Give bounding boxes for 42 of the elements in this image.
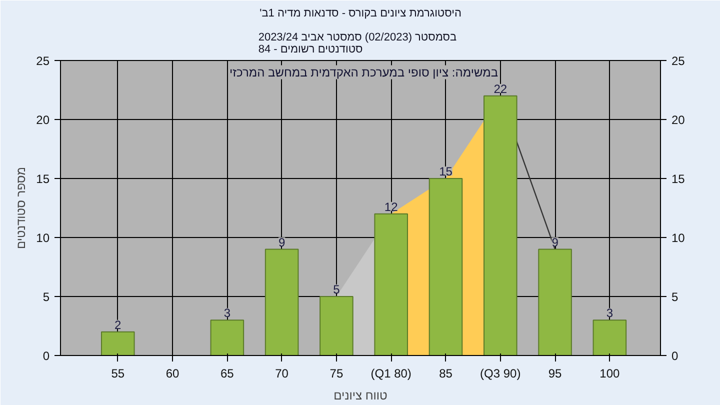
bar	[428, 178, 463, 356]
x-tick-label: (Q3 90)	[480, 366, 521, 380]
bar	[100, 331, 135, 356]
y-tick-label: 10	[36, 231, 50, 245]
annotation: במשימה: ציון סופי במערכת האקדמית במחשב המרכזי	[230, 65, 498, 80]
x-tick-label: 85	[439, 366, 453, 380]
x-tick-label: 95	[548, 366, 562, 380]
y2-tick-label: 5	[672, 290, 678, 304]
y-tick-label: 25	[36, 54, 50, 68]
data-label: 9	[278, 235, 286, 250]
data-label: 12	[384, 200, 398, 214]
y-tick-label: 15	[36, 172, 50, 186]
data-label: 3	[606, 306, 614, 320]
x-tick-label: (Q1 80)	[370, 366, 412, 380]
data-label: 5	[333, 282, 340, 296]
data-label: 3	[224, 306, 231, 320]
data-label: 2	[114, 318, 122, 332]
data-label: 9	[552, 235, 559, 250]
chart-title: 'היסטוגרמת ציונים בקורס - סדנאות מדיה 1ב	[260, 8, 462, 20]
x-tick-label: 70	[275, 366, 289, 380]
data-label: 15	[439, 164, 453, 178]
y2-tick-label: 15	[672, 172, 686, 186]
bar	[210, 320, 244, 356]
y2-tick-label: 20	[672, 113, 686, 127]
y2-tick-label: 0	[672, 349, 678, 363]
y-tick-label: 20	[36, 113, 50, 127]
bar	[538, 248, 572, 356]
data-label: 22	[494, 82, 508, 96]
bar	[264, 248, 299, 356]
bar	[592, 320, 627, 356]
x-tick-label: 60	[166, 366, 180, 380]
x-tick-label: 100	[600, 366, 620, 380]
y-tick-label: 0	[42, 349, 50, 363]
y2-tick-label: 25	[672, 54, 686, 68]
x-axis-title: טווח ציונים	[334, 388, 388, 402]
y-tick-label: 5	[42, 290, 50, 304]
x-tick-label: 75	[330, 366, 344, 380]
chart-subtitle: בסמסטר (02/2023) סמסטר אביב 2023/24 סטודנטים רשומים - 84	[258, 32, 457, 56]
y-axis-title: מספר סטודנטים	[14, 166, 28, 250]
y2-tick-label: 10	[672, 231, 686, 245]
x-tick-label: 55	[111, 366, 125, 380]
x-tick-label: 65	[220, 366, 234, 380]
